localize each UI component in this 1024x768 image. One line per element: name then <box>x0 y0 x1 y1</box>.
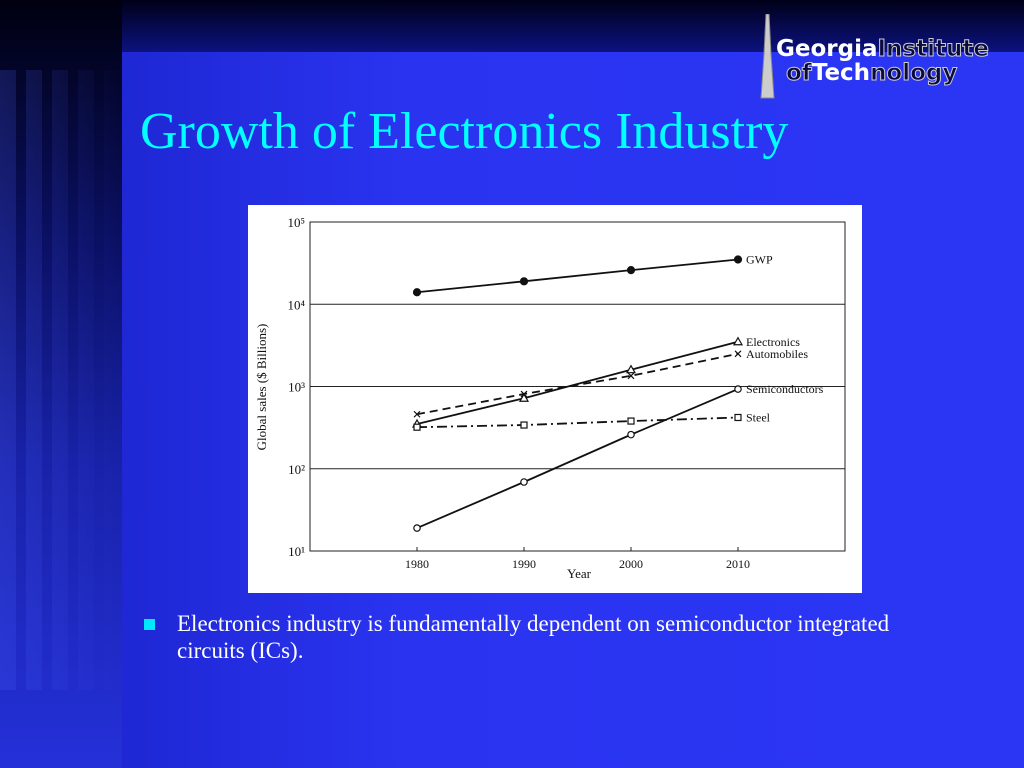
x-tick-label: 2000 <box>619 557 643 571</box>
logo-text: of <box>786 60 813 87</box>
marker <box>413 423 421 431</box>
logo-text: Georgia <box>776 36 878 62</box>
marker <box>734 413 742 422</box>
series-label: Steel <box>746 410 771 424</box>
marker <box>734 350 742 358</box>
marker <box>734 385 742 393</box>
marker <box>627 372 635 380</box>
series-line <box>416 258 739 294</box>
marker <box>520 421 528 429</box>
bullet-marker <box>144 619 155 630</box>
y-tick-label: 10⁵ <box>287 215 305 230</box>
top-bar <box>122 0 1024 52</box>
logo-tower <box>760 14 775 99</box>
y-axis-label: Global sales ($ Billions) <box>254 324 269 451</box>
y-tick-label: 10¹ <box>288 544 305 559</box>
x-tick-label: 1980 <box>405 557 429 571</box>
marker <box>733 255 743 264</box>
y-tick-label: 10⁴ <box>287 297 305 312</box>
bullet: Electronics industry is fundamentally de… <box>144 610 944 664</box>
logo-text: nology <box>870 60 958 87</box>
bullet-text: Electronics industry is fundamentally de… <box>177 611 890 663</box>
marker <box>518 393 530 402</box>
x-tick-label: 2010 <box>726 557 750 571</box>
marker <box>413 524 421 532</box>
y-tick-label: 10² <box>288 462 305 477</box>
marker <box>626 266 636 275</box>
logo: GeorgiaInstitute ofTechnology <box>756 14 1016 100</box>
marker <box>520 478 528 486</box>
series-line <box>416 388 739 529</box>
logo-text: Institute <box>877 36 989 63</box>
chart-background <box>248 205 862 593</box>
marker <box>732 336 744 346</box>
marker <box>625 364 637 374</box>
side-stripe <box>0 0 122 768</box>
chart: Global sales ($ Billions) Year 10¹ 10² 10³… <box>248 205 862 593</box>
marker <box>520 390 528 398</box>
series-label: Electronics <box>746 335 800 349</box>
marker <box>412 288 422 297</box>
logo-text: Tech <box>811 60 871 86</box>
marker <box>627 417 635 425</box>
series-line <box>416 352 739 416</box>
y-tick-label: 10³ <box>288 380 305 395</box>
series-line <box>416 340 739 425</box>
series-label: Semiconductors <box>746 382 824 396</box>
marker <box>519 277 529 286</box>
series-line <box>416 416 739 429</box>
series-label: Automobiles <box>746 347 808 361</box>
slide-title: Growth of Electronics Industry <box>140 103 789 160</box>
x-tick-label: 1990 <box>512 557 536 571</box>
marker <box>413 410 421 418</box>
x-axis-label: Year <box>567 566 592 581</box>
square-pattern <box>0 70 122 690</box>
marker <box>627 430 635 439</box>
series-label: GWP <box>746 253 773 267</box>
